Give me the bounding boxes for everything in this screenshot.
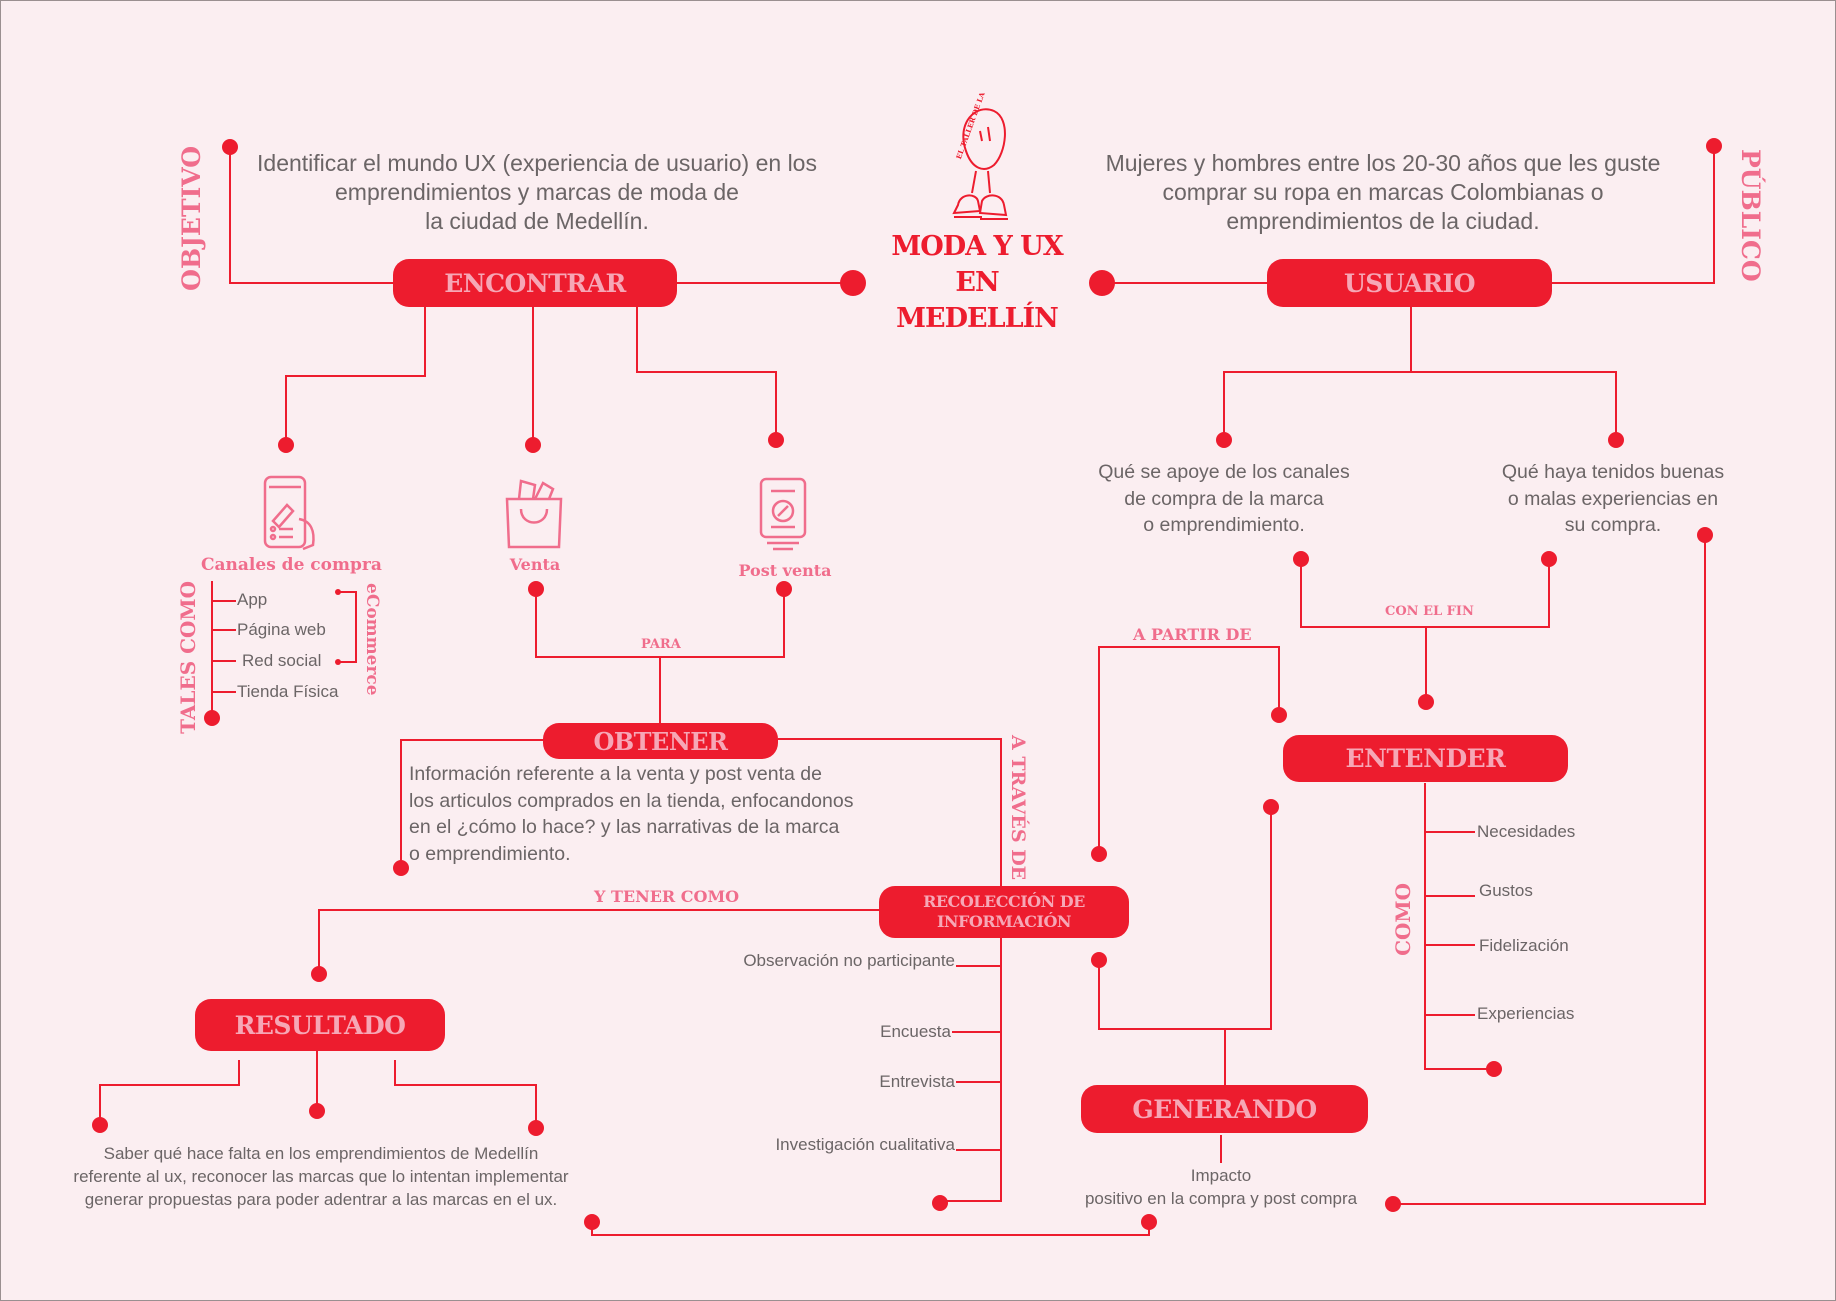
receipt-discount-icon	[759, 477, 807, 551]
connector-para: PARA	[641, 637, 681, 652]
connector-a-traves-de: A TRAVÉS DE	[1007, 735, 1029, 881]
entender-item: Gustos	[1479, 881, 1533, 900]
method-item: Entrevista	[879, 1072, 955, 1091]
obtener-text: Información referente a la venta y post …	[409, 761, 909, 867]
publico-line: Mujeres y hombres entre los 20-30 años q…	[1105, 150, 1661, 176]
generando-text: Impacto positivo en la compra y post com…	[1041, 1164, 1401, 1210]
usuario-branch-left-text: Qué se apoye de los canales de compra de…	[1064, 459, 1384, 539]
entender-item: Fidelización	[1479, 936, 1569, 955]
publico-line: comprar su ropa en marcas Colombianas o	[1162, 179, 1604, 205]
usuario-right-line: o malas experiencias en	[1507, 487, 1719, 510]
node-obtener[interactable]: OBTENER	[543, 723, 778, 759]
ecommerce-label: eCommerce	[362, 583, 382, 696]
node-recoleccion[interactable]: RECOLECCIÓN DE INFORMACIÓN	[879, 886, 1129, 938]
objetivo-text: Identificar el mundo UX (experiencia de …	[237, 149, 837, 236]
generando-line: positivo en la compra y post compra	[1084, 1189, 1358, 1208]
connector-con-el-fin: CON EL FIN	[1385, 604, 1474, 619]
objetivo-line: la ciudad de Medellín.	[425, 208, 649, 234]
node-recoleccion-line2: INFORMACIÓN	[936, 912, 1072, 931]
publico-text: Mujeres y hombres entre los 20-30 años q…	[1083, 149, 1683, 236]
usuario-branch-right-text: Qué haya tenidos buenas o malas experien…	[1453, 459, 1773, 539]
obtener-line: Información referente a la venta y post …	[409, 763, 822, 785]
tales-como-label: TALES COMO	[176, 581, 200, 734]
usuario-left-line: Qué se apoye de los canales	[1098, 461, 1350, 483]
usuario-left-line: o emprendimiento.	[1143, 514, 1305, 536]
resultado-line: Saber qué hace falta en los emprendimien…	[103, 1144, 539, 1163]
method-item: Observación no participante	[743, 951, 955, 970]
character-logo-icon: EL TALLER DE LA PAP	[952, 93, 1008, 220]
connector-y-tener-como: Y TENER COMO	[594, 887, 740, 906]
objetivo-line: Identificar el mundo UX (experiencia de …	[257, 150, 817, 176]
entender-item: Necesidades	[1477, 822, 1576, 841]
usuario-right-line: su compra.	[1564, 514, 1662, 536]
branch-canales-label: Canales de compra	[201, 555, 382, 575]
connector-como: COMO	[1391, 883, 1415, 956]
resultado-line: referente al ux, reconocer las marcas qu…	[73, 1167, 569, 1186]
resultado-text: Saber qué hace falta en los emprendimien…	[41, 1142, 601, 1211]
resultado-line: generar propuestas para poder adentrar a…	[84, 1190, 558, 1209]
list-item: Tienda Física	[237, 682, 339, 701]
branch-post-venta-label: Post venta	[738, 561, 832, 580]
objetivo-line: emprendimientos y marcas de moda de	[335, 179, 739, 205]
publico-label: PÚBLICO	[1736, 149, 1765, 282]
connector-a-partir-de: A PARTIR DE	[1133, 625, 1252, 644]
obtener-line: los articulos comprados en la tienda, en…	[409, 789, 854, 812]
node-entender[interactable]: ENTENDER	[1283, 735, 1568, 782]
objetivo-label: OBJETIVO	[177, 146, 206, 291]
list-item: App	[237, 590, 268, 609]
obtener-line: en el ¿cómo lo hace? y las narrativas de…	[409, 816, 840, 838]
method-item: Encuesta	[880, 1022, 951, 1041]
obtener-line: o emprendimiento.	[409, 842, 571, 865]
list-item: Red social	[242, 651, 322, 670]
map-title: MODA Y UX EN MEDELLÍN	[877, 229, 1077, 337]
entender-item: Experiencias	[1477, 1004, 1575, 1023]
map-title-line2: EN MEDELLÍN	[896, 267, 1059, 334]
shopping-bag-icon	[505, 479, 563, 549]
node-resultado[interactable]: RESULTADO	[195, 999, 445, 1051]
publico-line: emprendimientos de la ciudad.	[1226, 208, 1540, 234]
logo-arc-text: EL TALLER DE LA PAP	[954, 93, 993, 160]
usuario-left-line: de compra de la marca	[1124, 487, 1324, 510]
node-encontrar[interactable]: ENCONTRAR	[393, 259, 677, 307]
node-recoleccion-line1: RECOLECCIÓN DE	[923, 892, 1085, 911]
map-title-line1: MODA Y UX	[891, 231, 1063, 262]
method-item: Investigación cualitativa	[775, 1135, 955, 1154]
generando-line: Impacto	[1190, 1166, 1252, 1185]
usuario-right-line: Qué haya tenidos buenas	[1501, 461, 1725, 483]
list-item: Página web	[237, 620, 326, 639]
node-usuario[interactable]: USUARIO	[1267, 259, 1552, 307]
node-generando[interactable]: GENERANDO	[1081, 1085, 1368, 1133]
phone-hand-icon	[263, 475, 315, 551]
branch-venta-label: Venta	[509, 555, 561, 574]
